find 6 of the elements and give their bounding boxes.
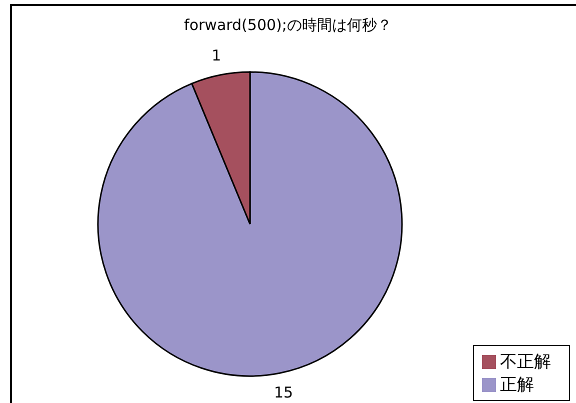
- data-label: 15: [274, 384, 294, 402]
- chart-title: forward(500);の時間は何秒？: [184, 16, 392, 34]
- data-label: 1: [212, 46, 222, 64]
- pie-slice: [97, 71, 403, 376]
- legend-label: 正解: [500, 375, 534, 395]
- legend-label: 不正解: [500, 352, 551, 372]
